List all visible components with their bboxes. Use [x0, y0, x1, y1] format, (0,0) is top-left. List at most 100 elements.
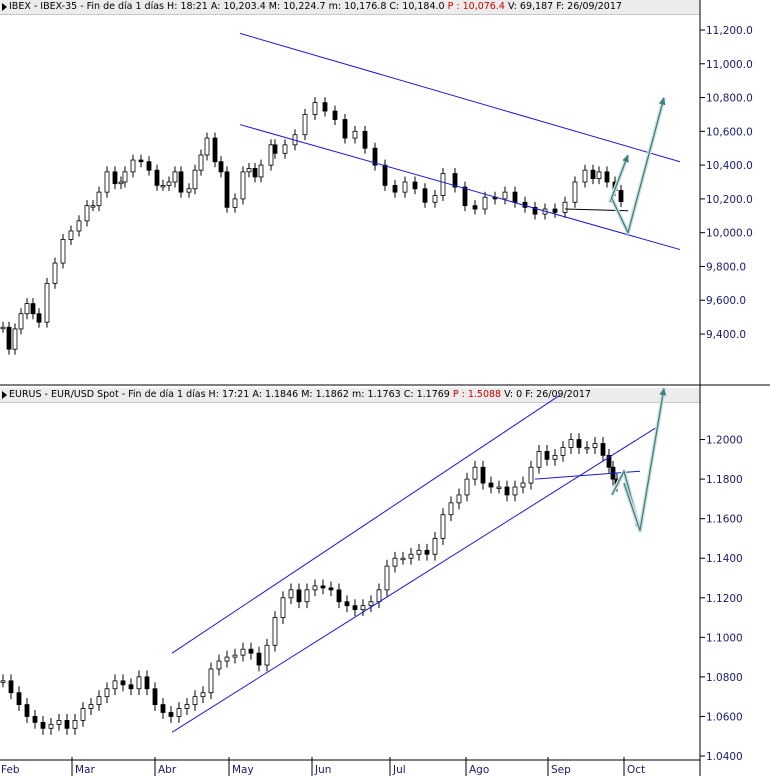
- eurusd-candle-body: [592, 443, 598, 448]
- eurusd-candle-body: [120, 680, 126, 686]
- eurusd-hour: 17:21: [221, 389, 250, 400]
- eurusd-candle-body: [160, 704, 166, 713]
- x-tick-label: May: [232, 764, 254, 776]
- eurusd-y-tick-label: 1.1000: [706, 632, 743, 644]
- ibex-candle-body: [0, 326, 6, 330]
- eurusd-candle-body: [264, 644, 270, 666]
- ibex-candle-body: [122, 171, 128, 183]
- ibex-candle-body: [502, 191, 508, 200]
- eurusd-candle-body: [528, 466, 534, 484]
- ibex-candle-body: [178, 171, 184, 193]
- eurusd-candle-body: [80, 708, 86, 721]
- ibex-candle-body: [198, 154, 204, 171]
- ibex-hour: 18:21: [180, 1, 208, 12]
- eurusd-candle-body: [536, 451, 542, 468]
- eurusd-candle-body: [464, 478, 470, 496]
- ibex-candle-body: [272, 144, 278, 154]
- ibex-p-value: 10,076.4: [462, 1, 505, 12]
- ibex-candle-body: [104, 171, 110, 193]
- ibex-candle-body: [160, 184, 166, 188]
- ibex-candle-body: [258, 164, 264, 178]
- eurusd-projection-long-arrow-head: [659, 388, 667, 396]
- collapse-triangle-icon[interactable]: [2, 390, 7, 399]
- eurusd-y-tick-label: 1.1200: [706, 593, 743, 605]
- eurusd-candle-body: [520, 482, 526, 488]
- eurusd-candle-body: [32, 716, 38, 723]
- eurusd-candle-body: [288, 589, 294, 599]
- eurusd-channel-lower: [171, 427, 657, 733]
- ibex-candle-body: [302, 114, 308, 136]
- eurusd-candle-body: [336, 589, 342, 603]
- ibex-candle-body: [572, 181, 578, 203]
- x-tick-label: Jul: [392, 764, 406, 776]
- eurusd-candle-body: [40, 721, 46, 729]
- ibex-candle-body: [342, 119, 348, 139]
- eurusd-open: 1.1846: [264, 389, 299, 400]
- x-tick-label: Abr: [158, 764, 177, 776]
- ibex-y-tick-label: 10,000.0: [706, 228, 753, 240]
- eurusd-y-tick-label: 1.1600: [706, 514, 743, 526]
- eurusd-channel-upper: [171, 394, 561, 654]
- ibex-candle-body: [532, 206, 538, 215]
- ibex-projection-short-arrow-head: [622, 154, 629, 163]
- ibex-candle-body: [30, 303, 36, 315]
- eurusd-candle-body: [104, 688, 110, 698]
- eurusd-candle-body: [232, 654, 238, 658]
- eurusd-candle-body: [56, 720, 62, 725]
- eurusd-candle-body: [72, 720, 78, 729]
- ibex-close: 10,184.0: [402, 1, 445, 12]
- ibex-candle-body: [590, 169, 596, 180]
- eurusd-candle-body: [96, 696, 102, 705]
- ibex-candle-body: [146, 161, 152, 171]
- eurusd-candle-body: [400, 557, 406, 561]
- ibex-projection-long-arrow: [611, 97, 665, 234]
- ibex-candle-body: [482, 196, 488, 210]
- x-tick-label: Sep: [551, 764, 571, 776]
- eurusd-candle-body: [448, 502, 454, 516]
- ibex-candle-body: [422, 188, 428, 203]
- ibex-candle-body: [322, 102, 328, 112]
- ibex-candle-body: [618, 190, 624, 202]
- ibex-y-tick-label: 10,200.0: [706, 194, 753, 206]
- eurusd-candle-body: [88, 704, 94, 709]
- ibex-candle-body: [596, 171, 602, 180]
- collapse-triangle-icon[interactable]: [2, 2, 7, 11]
- ibex-candle-body: [462, 186, 468, 207]
- ibex-candle-body: [212, 137, 218, 163]
- ibex-candle-body: [118, 181, 124, 185]
- ibex-candle-body: [362, 130, 368, 149]
- ibex-candle-body: [24, 303, 30, 315]
- ibex-candle-body: [382, 164, 388, 186]
- eurusd-candle-body: [432, 538, 438, 555]
- eurusd-y-tick-label: 1.1800: [706, 474, 743, 486]
- ibex-candle-body: [432, 195, 438, 203]
- ibex-channel-upper: [239, 32, 681, 163]
- eurusd-candle-body: [184, 704, 190, 709]
- ibex-candle-body: [12, 328, 18, 350]
- eurusd-candle-body: [576, 439, 582, 448]
- eurusd-candle-body: [192, 696, 198, 705]
- eurusd-candle-body: [296, 589, 302, 603]
- ibex-candle-body: [352, 130, 358, 139]
- ibex-y-tick-label: 9,800.0: [706, 261, 746, 273]
- ibex-y-tick-label: 10,800.0: [706, 93, 753, 105]
- ibex-candle-body: [186, 188, 192, 193]
- x-tick-label: Oct: [627, 764, 645, 776]
- ibex-candle-body: [282, 144, 288, 154]
- eurusd-candle-body: [216, 660, 222, 670]
- eurusd-y-tick-label: 1.2000: [706, 435, 743, 447]
- eurusd-candle-body: [352, 605, 358, 611]
- ibex-instrument-label: IBEX - IBEX-35 - Fin de día 1 días: [9, 1, 165, 12]
- ibex-projection-long-arrow-head: [658, 97, 666, 106]
- eurusd-candle-body: [488, 482, 494, 488]
- ibex-candle-body: [60, 239, 66, 264]
- ibex-candle-body: [372, 147, 378, 166]
- ibex-candle-body: [36, 313, 42, 323]
- x-tick-label: Feb: [1, 764, 20, 776]
- ibex-candle-body: [52, 262, 58, 284]
- eurusd-projection-long-arrow: [623, 388, 665, 532]
- eurusd-y-tick-label: 1.0800: [706, 672, 743, 684]
- eurusd-candle-body: [144, 676, 150, 690]
- eurusd-candle-body: [0, 680, 6, 683]
